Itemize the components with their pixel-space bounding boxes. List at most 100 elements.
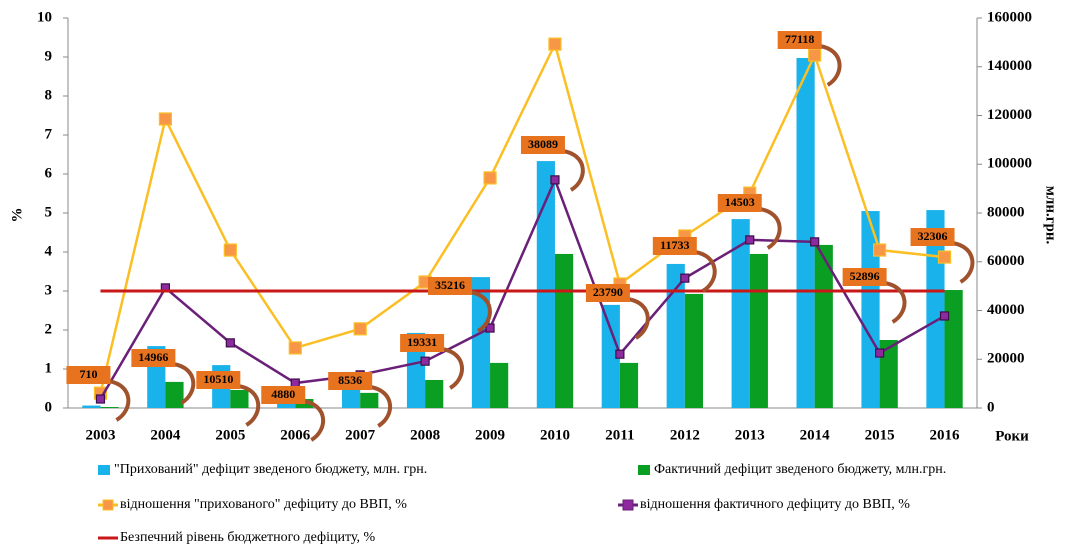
bar	[165, 381, 184, 408]
marker	[550, 175, 560, 185]
bar	[360, 392, 379, 408]
bar	[425, 379, 444, 408]
callout-label: 11733	[660, 238, 689, 252]
legend-marker	[102, 499, 114, 511]
marker	[680, 273, 690, 283]
callout-box	[428, 277, 473, 295]
y-tick-label: 9	[45, 48, 53, 64]
bar	[230, 389, 249, 408]
legend-marker	[622, 499, 634, 511]
bar	[666, 263, 685, 408]
y-tick-label: 3	[45, 282, 53, 298]
arrow	[759, 207, 782, 250]
callout-label: 35216	[435, 278, 465, 292]
bar	[861, 211, 880, 408]
bar	[619, 362, 639, 408]
x-tick-label: 2012	[670, 427, 700, 443]
y2-axis-label: млн.грн.	[1043, 186, 1059, 245]
y2-tick-label: 80000	[987, 204, 1025, 220]
legend-label: відношення "прихованого" дефіциту до ВВП…	[120, 497, 407, 512]
arrow	[952, 241, 975, 284]
bar	[601, 304, 620, 408]
y2-tick-label: 160000	[987, 9, 1032, 25]
arrow	[172, 362, 196, 405]
marker	[223, 243, 237, 257]
bar	[471, 277, 491, 408]
marker	[288, 341, 302, 355]
x-tick-label: 2005	[215, 427, 245, 443]
y-tick-label: 0	[45, 399, 53, 415]
marker	[483, 171, 497, 185]
arrow	[441, 347, 464, 390]
x-tick-label: 2008	[410, 427, 440, 443]
x-tick-label: 2011	[605, 427, 634, 443]
arrow	[694, 250, 717, 293]
arrow	[627, 297, 650, 340]
y2-tick-label: 100000	[987, 156, 1032, 172]
line	[99, 176, 946, 400]
x-tick-label: 2013	[735, 427, 765, 443]
legend-swatch	[638, 465, 650, 475]
callout-box	[652, 237, 697, 255]
y-tick-label: 6	[45, 165, 53, 181]
legend-label: Безпечний рівень бюджетного дефіциту, %	[120, 530, 376, 545]
arrow	[562, 149, 585, 192]
x-tick-label: 2016	[930, 427, 961, 443]
x-tick-label: 2007	[345, 427, 376, 443]
arrow	[369, 385, 393, 428]
y-axis-label: %	[9, 208, 25, 223]
callout-box	[842, 268, 887, 286]
callout-box	[520, 136, 565, 154]
bar	[814, 244, 833, 408]
bar	[536, 161, 555, 408]
line	[99, 40, 945, 394]
callout-box	[717, 194, 762, 212]
y2-tick-label: 120000	[987, 107, 1032, 123]
x-tick-label: 2014	[800, 427, 831, 443]
callout-label: 77118	[785, 32, 814, 46]
marker	[485, 323, 495, 333]
marker	[353, 322, 367, 336]
legend-label: "Прихований" дефіцит зведеного бюджету, …	[114, 462, 427, 477]
callout-label: 38089	[528, 137, 558, 151]
x-tick-label: 2004	[150, 427, 181, 443]
y2-tick-label: 60000	[987, 253, 1025, 269]
arrow	[237, 384, 261, 427]
callout-label: 14503	[725, 195, 755, 209]
y-tick-label: 7	[45, 126, 53, 142]
bar	[100, 407, 119, 408]
x-tick-label: 2009	[475, 427, 505, 443]
y2-tick-label: 40000	[987, 302, 1025, 318]
callout-label: 10510	[203, 372, 233, 386]
callout-box	[328, 372, 373, 390]
marker	[937, 250, 952, 264]
x-tick-label: 2010	[540, 427, 570, 443]
callout-label: 8536	[338, 373, 362, 387]
arrow	[884, 281, 907, 324]
marker	[875, 348, 885, 358]
marker	[95, 394, 106, 404]
arrow	[819, 44, 842, 87]
bar	[731, 219, 750, 408]
x-tick-label: 2006	[280, 427, 311, 443]
callout-box	[66, 366, 111, 384]
y-tick-label: 5	[45, 204, 53, 220]
callout-label: 23790	[593, 285, 623, 299]
marker	[810, 237, 820, 247]
bar	[749, 253, 768, 408]
y-tick-label: 10	[37, 9, 52, 25]
arrow	[108, 379, 131, 422]
legend-label: відношення фактичного дефіциту до ВВП, %	[640, 497, 910, 512]
callout-label: 14966	[138, 350, 168, 364]
callout-box	[910, 228, 955, 246]
arrow	[302, 399, 326, 442]
y2-tick-label: 140000	[987, 58, 1032, 74]
y-tick-label: 2	[45, 321, 53, 337]
marker	[873, 243, 887, 257]
bar	[944, 290, 963, 408]
marker	[548, 37, 562, 51]
callout-label: 710	[79, 367, 97, 381]
marker	[420, 356, 430, 366]
callout-box	[131, 349, 176, 367]
